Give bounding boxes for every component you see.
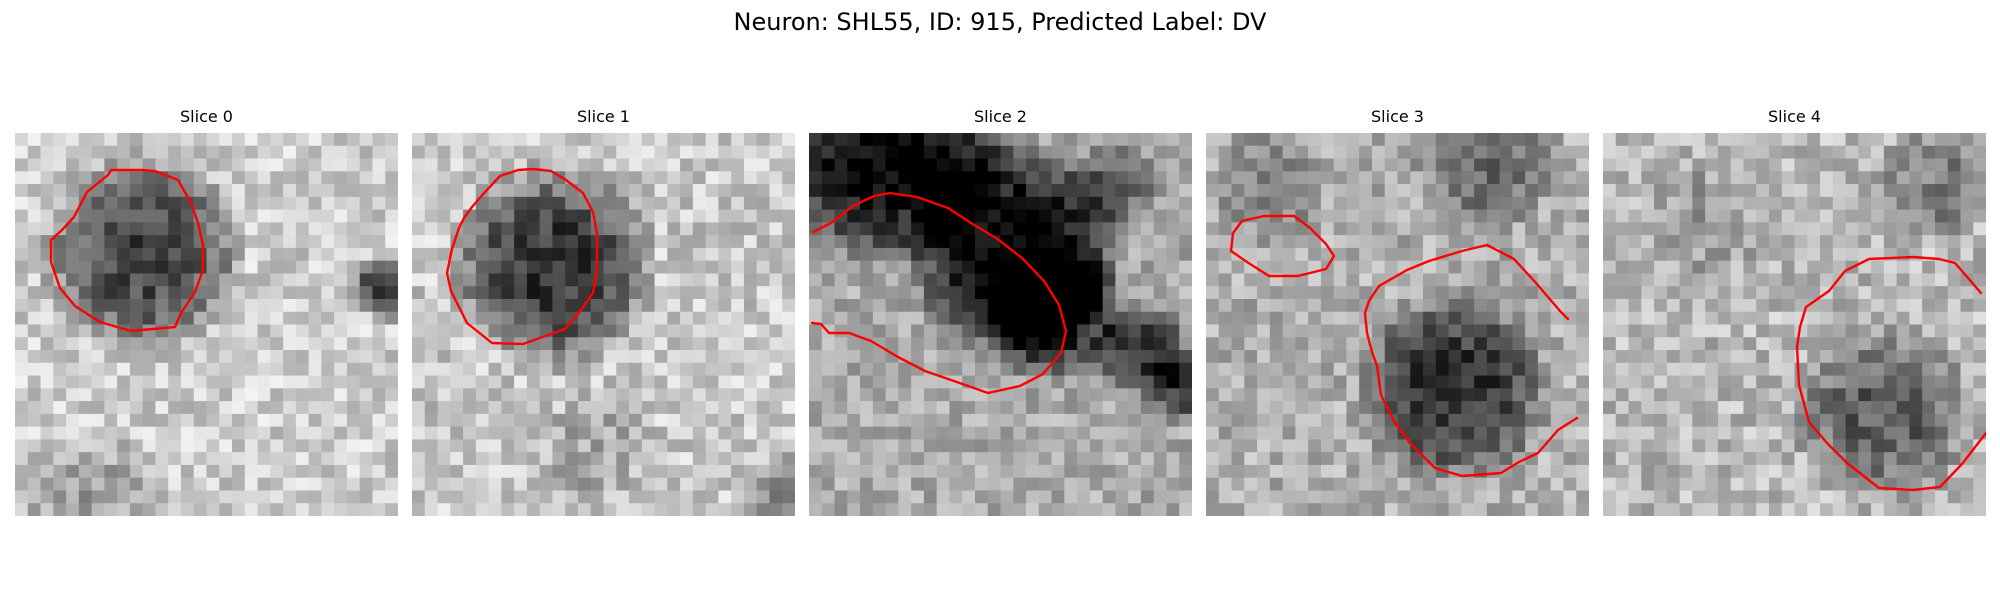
figure-title: Neuron: SHL55, ID: 915, Predicted Label:… (733, 8, 1267, 36)
slice-image (1206, 133, 1589, 516)
slice-title: Slice 1 (577, 107, 630, 126)
slice-panel-3: Slice 3 (1206, 107, 1589, 516)
slice-title: Slice 3 (1371, 107, 1424, 126)
grayscale-tiles (412, 133, 795, 516)
slice-title: Slice 2 (974, 107, 1027, 126)
slice-panel-2: Slice 2 (809, 107, 1192, 516)
segmentation-contour (1363, 243, 1579, 478)
slice-panel-0: Slice 0 (15, 107, 398, 516)
segmentation-contour (810, 191, 1068, 395)
segmentation-contour (1795, 255, 1986, 492)
segmentation-contour (445, 167, 599, 346)
slice-image (809, 133, 1192, 516)
grayscale-tiles (1206, 133, 1589, 516)
grayscale-tiles (809, 133, 1192, 516)
slice-image (15, 133, 398, 516)
grayscale-tiles (15, 133, 398, 516)
slice-image (412, 133, 795, 516)
slice-image (1603, 133, 1986, 516)
grayscale-tiles (1603, 133, 1986, 516)
segmentation-contour (49, 168, 205, 333)
slice-title: Slice 0 (180, 107, 233, 126)
segmentation-contour (1229, 214, 1336, 278)
slice-title: Slice 4 (1768, 107, 1821, 126)
slice-panel-4: Slice 4 (1603, 107, 1986, 516)
slice-panel-1: Slice 1 (412, 107, 795, 516)
